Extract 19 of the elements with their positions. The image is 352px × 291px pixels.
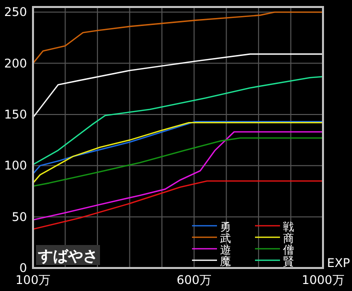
y-tick-label: 0 (19, 261, 27, 275)
title-badge: すばやさ (36, 245, 100, 265)
y-tick-label: 200 (4, 56, 27, 70)
legend-label: 勇 (220, 220, 231, 234)
y-tick-label: 250 (4, 5, 27, 20)
legend-label: 賢 (283, 254, 294, 268)
legend-label: 商 (283, 232, 294, 245)
x-tick-label: 1000万 (302, 273, 344, 287)
legend-label: 戦 (283, 220, 294, 234)
legend-label: 魔 (220, 254, 231, 268)
legend-label: 遊 (220, 243, 231, 256)
x-axis-title: EXP (327, 256, 350, 270)
y-tick-label: 50 (12, 210, 27, 224)
x-tick-label: 600万 (176, 273, 212, 287)
x-tick-label: 100万 (16, 273, 50, 287)
legend-label: 僧 (283, 243, 294, 256)
legend-label: 武 (220, 232, 231, 245)
y-tick-label: 100 (4, 158, 27, 173)
y-tick-label: 150 (4, 107, 27, 122)
